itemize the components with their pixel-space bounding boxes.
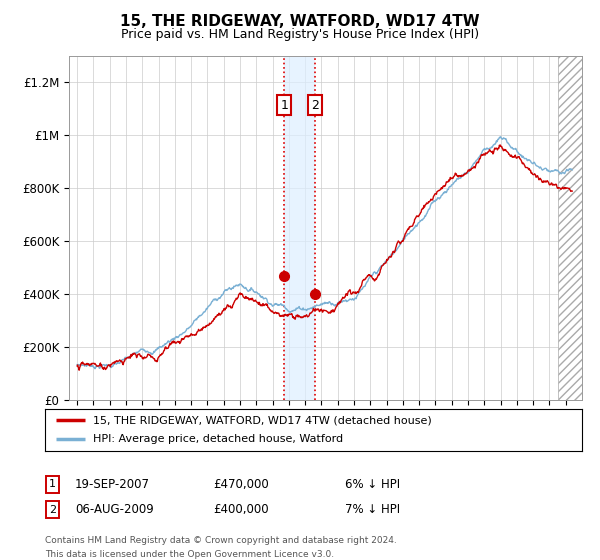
Bar xyxy=(284,56,315,400)
Text: 2: 2 xyxy=(311,99,319,111)
Text: This data is licensed under the Open Government Licence v3.0.: This data is licensed under the Open Gov… xyxy=(45,550,334,559)
Bar xyxy=(557,56,590,400)
Text: £400,000: £400,000 xyxy=(213,503,269,516)
Text: £470,000: £470,000 xyxy=(213,478,269,491)
Text: Price paid vs. HM Land Registry's House Price Index (HPI): Price paid vs. HM Land Registry's House … xyxy=(121,28,479,41)
Text: 15, THE RIDGEWAY, WATFORD, WD17 4TW: 15, THE RIDGEWAY, WATFORD, WD17 4TW xyxy=(120,14,480,29)
Text: 15, THE RIDGEWAY, WATFORD, WD17 4TW (detached house): 15, THE RIDGEWAY, WATFORD, WD17 4TW (det… xyxy=(94,415,432,425)
Text: Contains HM Land Registry data © Crown copyright and database right 2024.: Contains HM Land Registry data © Crown c… xyxy=(45,536,397,545)
Text: 1: 1 xyxy=(49,479,56,489)
Text: 6% ↓ HPI: 6% ↓ HPI xyxy=(345,478,400,491)
Text: 19-SEP-2007: 19-SEP-2007 xyxy=(75,478,150,491)
Text: 06-AUG-2009: 06-AUG-2009 xyxy=(75,503,154,516)
Text: 1: 1 xyxy=(280,99,288,111)
Text: HPI: Average price, detached house, Watford: HPI: Average price, detached house, Watf… xyxy=(94,435,343,445)
Text: 2: 2 xyxy=(49,505,56,515)
Text: 7% ↓ HPI: 7% ↓ HPI xyxy=(345,503,400,516)
